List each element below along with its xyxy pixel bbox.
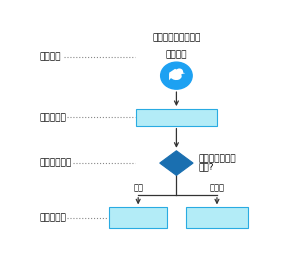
Polygon shape [160, 151, 193, 175]
Text: メールを送信する: メールを送信する [196, 217, 239, 226]
Text: アクション: アクション [40, 113, 67, 122]
Text: センチメントを検出する: センチメントを検出する [147, 113, 206, 122]
FancyBboxPatch shape [109, 207, 167, 228]
Polygon shape [169, 69, 180, 76]
Polygon shape [181, 72, 185, 74]
Text: アクション: アクション [40, 213, 67, 222]
Text: コントロール: コントロール [40, 159, 72, 167]
Text: ツイート: ツイート [166, 51, 187, 60]
Circle shape [176, 68, 183, 75]
FancyBboxPatch shape [186, 207, 248, 228]
Text: データベースにリ: データベースにリ [117, 210, 160, 219]
Ellipse shape [170, 71, 182, 80]
Text: すか?: すか? [199, 162, 214, 171]
FancyBboxPatch shape [136, 109, 217, 126]
Text: 内容は肯定的で: 内容は肯定的で [199, 155, 236, 164]
Text: 製品に関する新しい: 製品に関する新しい [152, 33, 201, 42]
Text: はい: はい [133, 183, 143, 192]
Text: トリガー: トリガー [40, 52, 61, 61]
Text: 顧客サービスに電子: 顧客サービスに電子 [193, 210, 241, 219]
Circle shape [161, 62, 192, 89]
Text: ンクを保存する: ンクを保存する [119, 217, 157, 226]
Polygon shape [169, 73, 173, 80]
Text: いいえ: いいえ [210, 183, 225, 192]
